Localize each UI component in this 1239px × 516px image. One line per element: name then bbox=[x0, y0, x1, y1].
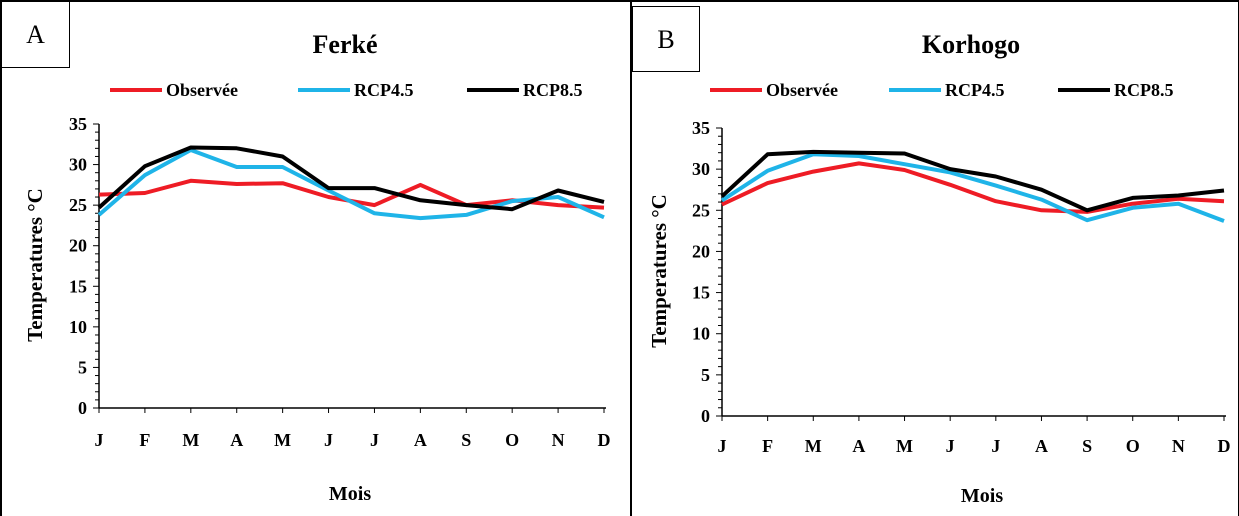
x-tick-label: S bbox=[1082, 436, 1092, 456]
x-tick-label: F bbox=[762, 436, 773, 456]
series-line bbox=[720, 149, 1225, 213]
chart-korhogo: Korhogo Observée RCP4.5 RCP8.5 0 5 10 15 20 25 30 3… bbox=[647, 30, 1231, 507]
y-tick-label: 0 bbox=[701, 406, 710, 426]
series-line bbox=[721, 161, 1225, 214]
x-tick-label: A bbox=[852, 436, 865, 456]
panel-letter: A bbox=[2, 2, 70, 68]
y-axis-title: Temperatures °C bbox=[23, 188, 47, 342]
y-tick-label: 30 bbox=[69, 155, 87, 175]
x-tick-label: J bbox=[718, 436, 727, 456]
series-line bbox=[97, 145, 605, 212]
x-tick-label: A bbox=[1035, 436, 1048, 456]
x-tick-label: D bbox=[1218, 436, 1231, 456]
x-tick-label: N bbox=[1172, 436, 1185, 456]
y-tick-label: 15 bbox=[69, 276, 87, 296]
x-tick-label: M bbox=[182, 430, 199, 450]
y-tick-label: 10 bbox=[692, 324, 710, 344]
y-tick-label: 5 bbox=[78, 357, 87, 377]
y-tick-label: 5 bbox=[701, 365, 710, 385]
y-tick-label: 15 bbox=[692, 283, 710, 303]
y-tick-label: 20 bbox=[692, 241, 710, 261]
x-tick-label: M bbox=[805, 436, 822, 456]
x-tick-label: J bbox=[324, 430, 333, 450]
y-tick-label: 30 bbox=[692, 159, 710, 179]
x-tick-label: D bbox=[598, 430, 611, 450]
y-tick-label: 35 bbox=[692, 118, 710, 138]
legend-label: RCP8.5 bbox=[1114, 80, 1174, 100]
y-tick-label: 10 bbox=[69, 317, 87, 337]
x-tick-label: N bbox=[552, 430, 565, 450]
y-tick-label: 20 bbox=[69, 236, 87, 256]
legend-label: RCP4.5 bbox=[945, 80, 1005, 100]
legend-label: Observée bbox=[166, 80, 238, 100]
y-tick-label: 25 bbox=[69, 195, 87, 215]
x-tick-label: M bbox=[274, 430, 291, 450]
legend-label: Observée bbox=[766, 80, 838, 100]
panel-korhogo: B Korhogo Observée RCP4.5 RCP8.5 0 5 10 15 20 25 3… bbox=[630, 0, 1239, 516]
y-tick-label: 35 bbox=[69, 114, 87, 134]
chart-ferke: Ferké Observée RCP4.5 RCP8.5 0 5 10 15 20 25 30 35 J… bbox=[23, 30, 611, 505]
legend-label: RCP4.5 bbox=[354, 80, 414, 100]
y-axis-title: Temperatures °C bbox=[647, 194, 671, 348]
y-tick-label: 0 bbox=[78, 398, 87, 418]
x-tick-label: J bbox=[370, 430, 379, 450]
panel-ferke: A Ferké Observée RCP4.5 RCP8.5 0 5 10 15 20 25 30 3… bbox=[0, 0, 632, 516]
x-tick-label: J bbox=[991, 436, 1000, 456]
series-line bbox=[720, 152, 1225, 223]
panel-letter: B bbox=[632, 6, 700, 72]
x-axis-title: Mois bbox=[329, 483, 371, 505]
chart-title: Ferké bbox=[313, 30, 378, 59]
legend-label: RCP8.5 bbox=[523, 80, 583, 100]
x-tick-label: O bbox=[1126, 436, 1140, 456]
x-tick-label: J bbox=[95, 430, 104, 450]
x-tick-label: A bbox=[230, 430, 243, 450]
y-tick-label: 25 bbox=[692, 200, 710, 220]
x-tick-label: J bbox=[946, 436, 955, 456]
chart-title: Korhogo bbox=[922, 30, 1020, 59]
panel-frame bbox=[0, 0, 632, 516]
x-tick-label: A bbox=[414, 430, 427, 450]
series-line bbox=[97, 148, 605, 221]
x-tick-label: F bbox=[139, 430, 150, 450]
x-axis-title: Mois bbox=[961, 485, 1003, 507]
x-tick-label: M bbox=[896, 436, 913, 456]
x-tick-label: S bbox=[461, 430, 471, 450]
x-tick-label: O bbox=[505, 430, 519, 450]
